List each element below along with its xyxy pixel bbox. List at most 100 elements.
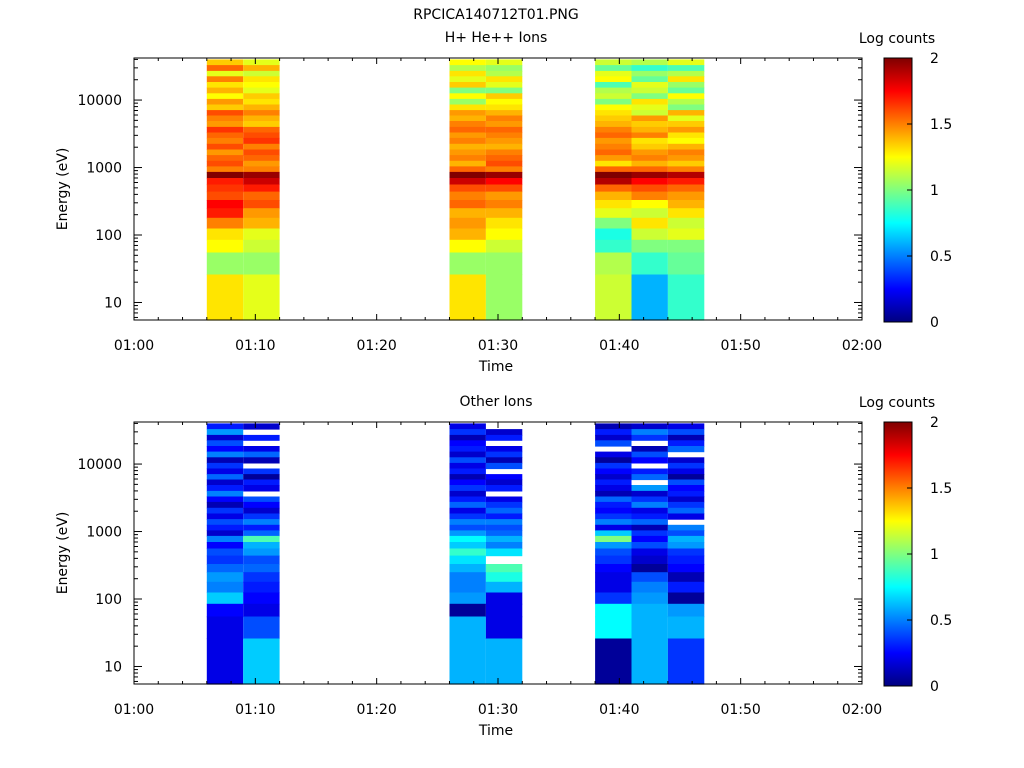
heatmap-cell: [449, 143, 486, 151]
heatmap-cell: [243, 638, 280, 685]
heatmap-cell: [667, 474, 705, 481]
heatmap-cell: [485, 228, 523, 241]
heatmap-cell: [595, 115, 632, 122]
heatmap-cell: [631, 572, 668, 583]
heatmap-cell: [449, 252, 486, 276]
heatmap-cell: [206, 239, 244, 254]
heatmap-cell: [631, 98, 668, 106]
heatmap-cell: [667, 59, 705, 66]
heatmap-cell: [243, 501, 280, 509]
heatmap-cell: [595, 457, 632, 464]
heatmap-cell: [631, 115, 668, 122]
heatmap-cell: [631, 104, 668, 111]
heatmap-cell: [667, 228, 705, 241]
heatmap-cell: [243, 451, 280, 458]
heatmap-cell: [595, 548, 632, 557]
heatmap-cell: [631, 178, 668, 186]
heatmap-cell: [243, 548, 280, 557]
heatmap-cell: [206, 160, 244, 167]
heatmap-cell: [449, 115, 486, 122]
heatmap-cell: [631, 490, 668, 498]
heatmap-cell: [243, 115, 280, 122]
heatmap-cell: [206, 252, 244, 276]
heatmap-cell: [485, 98, 523, 106]
heatmap-cell: [485, 166, 523, 173]
heatmap-cell: [206, 429, 244, 436]
heatmap-cell: [595, 110, 632, 117]
heatmap-cell: [595, 535, 632, 543]
heatmap-cell: [449, 507, 486, 515]
heatmap-cell: [485, 59, 523, 66]
heatmap-cell: [595, 638, 632, 685]
heatmap-cell: [631, 513, 668, 520]
heatmap-cell: [485, 519, 523, 526]
heatmap-cell: [243, 581, 280, 594]
heatmap-cell: [595, 93, 632, 100]
heatmap-cell: [667, 462, 705, 470]
heatmap-cell: [243, 572, 280, 583]
heatmap-cell: [667, 603, 705, 618]
heatmap-cell: [243, 121, 280, 128]
heatmap-cell: [243, 423, 280, 430]
y-axis: 10 100 1000 10000: [77, 58, 862, 318]
heatmap-cell: [631, 603, 668, 618]
heatmap-cell: [449, 82, 486, 89]
heatmap-cell: [243, 616, 280, 640]
heatmap-cell: [449, 564, 486, 573]
heatmap-cell: [667, 548, 705, 557]
y-tick-label: 1000: [86, 161, 122, 177]
heatmap-cell: [595, 474, 632, 481]
heatmap-cell: [485, 155, 523, 162]
heatmap-cell: [631, 132, 668, 139]
heatmap-cell: [631, 160, 668, 167]
heatmap-cell: [206, 638, 244, 685]
heatmap-cell: [595, 564, 632, 573]
heatmap-cell: [243, 239, 280, 254]
heatmap-cell: [667, 524, 705, 531]
heatmap-cell: [667, 110, 705, 117]
heatmap-cell: [631, 143, 668, 151]
heatmap-cell: [631, 70, 668, 77]
heatmap-cell: [631, 555, 668, 565]
heatmap-cell: [485, 592, 523, 605]
heatmap-cell: [206, 149, 244, 156]
heatmap-cell: [449, 474, 486, 481]
heatmap-cell: [485, 616, 523, 640]
heatmap-cell: [449, 513, 486, 520]
heatmap-cell: [631, 149, 668, 156]
heatmap-cell: [667, 440, 705, 447]
heatmap-cell: [485, 217, 523, 230]
heatmap-cell: [449, 519, 486, 526]
heatmap-cell: [595, 228, 632, 241]
heatmap-cell: [631, 76, 668, 83]
heatmap-cell: [243, 160, 280, 167]
x-tick-label: 01:00: [114, 338, 154, 354]
panel-other-ions: Other Ions 01:00 01:10 01:20 01:30 01:40 01:5…: [55, 394, 952, 739]
heatmap-cell: [631, 548, 668, 557]
heatmap-cell: [485, 507, 523, 515]
heatmap-cell: [595, 104, 632, 111]
heatmap-cell: [595, 468, 632, 475]
heatmap-cell: [595, 200, 632, 209]
heatmap-cell: [631, 59, 668, 66]
heatmap-cell: [595, 555, 632, 565]
colorbar-tick-label: 2: [930, 51, 939, 67]
heatmap-cell: [243, 564, 280, 573]
heatmap-cell: [206, 468, 244, 475]
heatmap-cells: [206, 423, 705, 685]
heatmap-cell: [485, 87, 523, 94]
heatmap-cell: [449, 446, 486, 453]
heatmap-cell: [449, 155, 486, 162]
heatmap-cell: [206, 548, 244, 557]
heatmap-cell: [449, 200, 486, 209]
heatmap-cell: [631, 530, 668, 537]
heatmap-cell: [485, 191, 523, 201]
heatmap-cell: [449, 239, 486, 254]
heatmap-cell: [595, 121, 632, 128]
heatmap-cell: [667, 513, 705, 520]
heatmap-cell: [449, 581, 486, 594]
heatmap-cell: [485, 513, 523, 520]
heatmap-cell: [595, 603, 632, 618]
heatmap-cell: [206, 59, 244, 66]
heatmap-cell: [667, 501, 705, 509]
